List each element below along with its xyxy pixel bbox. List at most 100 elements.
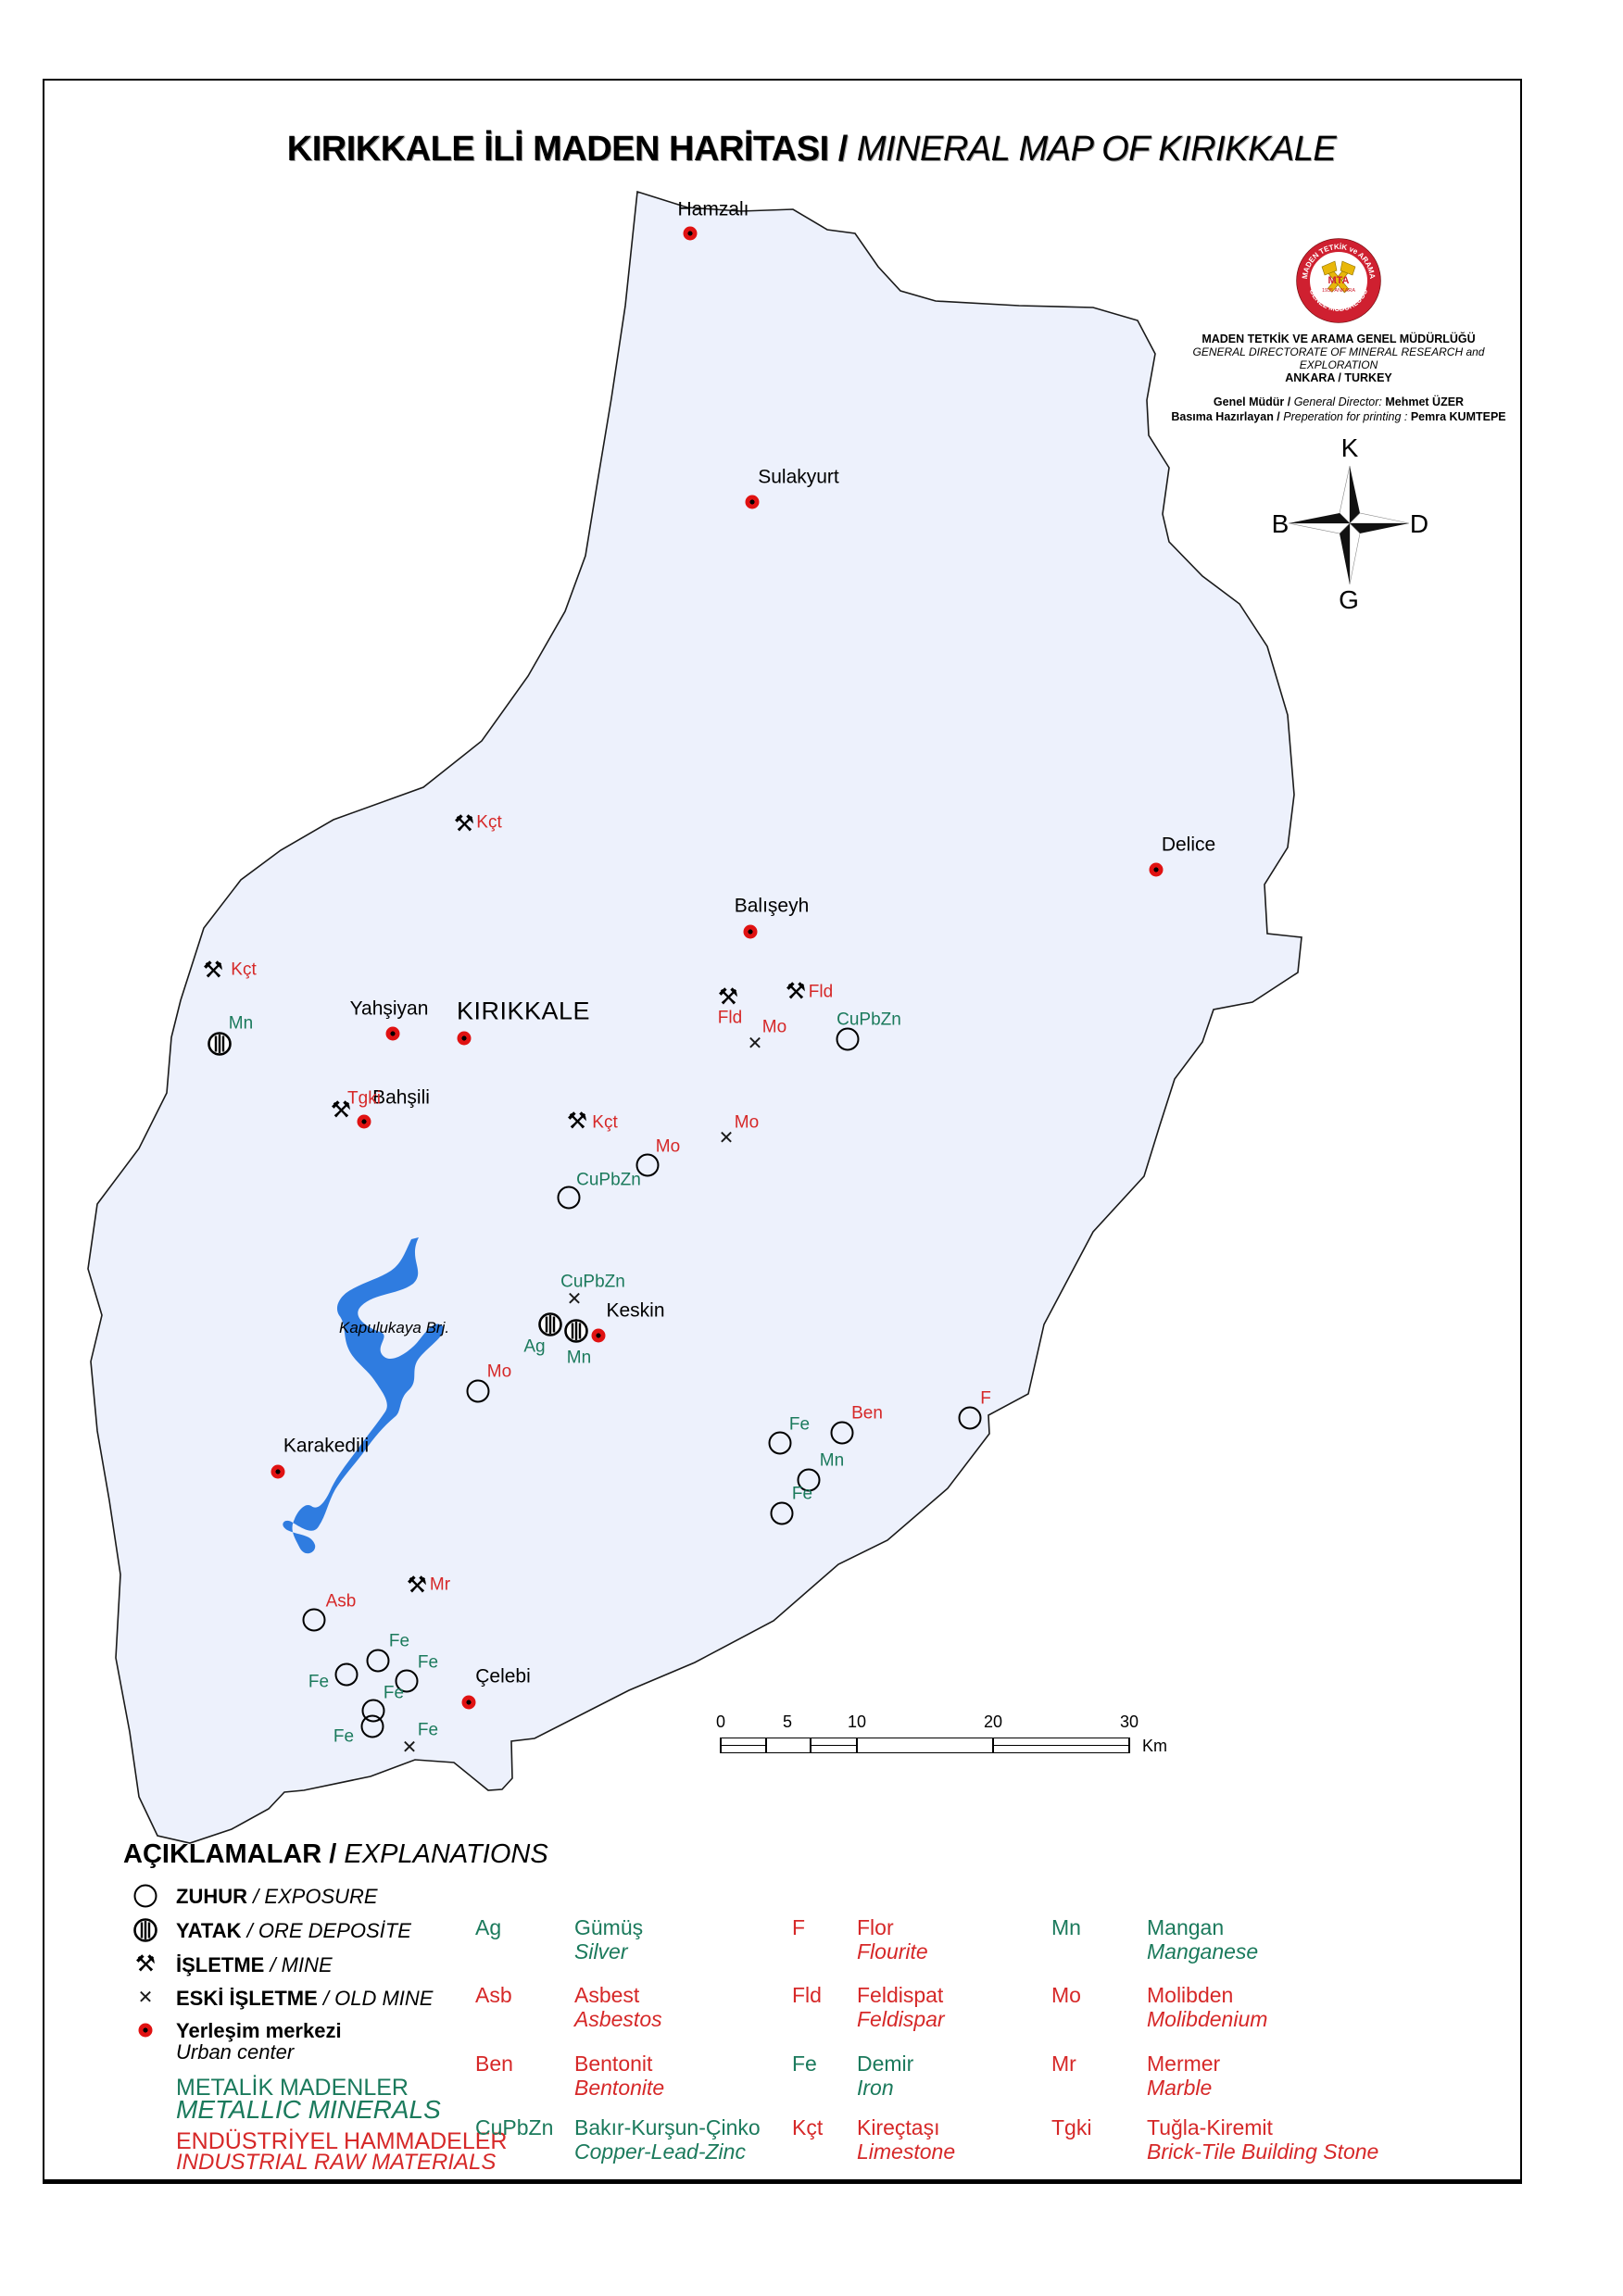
settlement-dot-icon: [591, 1328, 606, 1343]
marker-label: Sulakyurt: [758, 466, 839, 488]
settlement-marker: [683, 226, 698, 241]
mineral-name-tr: Bakır-Kurşun-Çinko: [574, 2115, 761, 2139]
marker-label: Kçt: [476, 812, 502, 833]
compass-north-label: K: [1340, 433, 1359, 462]
settlement-marker: [591, 1328, 606, 1343]
agency-block: MADEN TETKİK ve ARAMA GENEL MÜDÜRLÜĞÜ MT…: [1153, 236, 1524, 423]
reservoir-label: Kapulukaya Brj.: [339, 1319, 450, 1336]
mineral-abbr-Fld: Fld: [792, 1983, 822, 2007]
ore-deposit-icon: [538, 1312, 562, 1336]
scale-bar-number: 0: [715, 1713, 726, 1731]
prepared-by-line: Basıma Hazırlayan / Preperation for prin…: [1171, 410, 1506, 423]
mineral-name-en: Molibdenium: [1147, 2007, 1268, 2031]
exposure-marker: [557, 1186, 581, 1210]
marker-label: Fe: [333, 1726, 355, 1747]
compass-rose: K D G B: [1260, 428, 1445, 618]
mine-marker: ⚒: [202, 957, 224, 984]
mineral-name-en: Manganese: [1147, 1939, 1259, 1964]
scale-bar-tick: [992, 1738, 994, 1753]
ore-deposit-marker: [208, 1032, 233, 1057]
settlement-marker: [270, 1464, 285, 1479]
settlement-dot-icon: [743, 924, 758, 939]
map-frame-border: [43, 79, 1522, 2184]
legend-row-exposure: ZUHUR / EXPOSURE: [176, 1885, 378, 1908]
exposure-circle-icon: [635, 1153, 660, 1177]
mineral-name-tr: Flor: [857, 1915, 894, 1939]
mineral-abbr-Mn: Mn: [1051, 1915, 1081, 1939]
settlement-marker: [457, 1031, 472, 1046]
mineral-abbr-Tgki: Tgki: [1051, 2115, 1092, 2139]
mineral-name-en: Copper-Lead-Zinc: [574, 2139, 746, 2164]
old-mine-marker: ✕: [402, 1738, 418, 1757]
exposure-circle-icon: [768, 1431, 792, 1455]
legend-mine-icon: ⚒: [135, 1952, 156, 1976]
exposure-marker: [395, 1669, 419, 1693]
marker-label: Mo: [761, 1017, 787, 1037]
scale-bar-tick: [856, 1738, 858, 1753]
marker-label: Hamzalı: [677, 198, 749, 220]
marker-label: Keskin: [606, 1299, 665, 1322]
exposure-marker: [635, 1153, 660, 1177]
legend-settlement-icon: [138, 2023, 153, 2038]
compass-east-label: D: [1409, 509, 1429, 538]
marker-label: Kçt: [231, 960, 257, 980]
mineral-name-tr: Mangan: [1147, 1915, 1225, 1939]
agency-name-en: GENERAL DIRECTORATE OF MINERAL RESEARCH …: [1192, 345, 1485, 371]
mineral-name-en: Feldispar: [857, 2007, 945, 2031]
marker-label: Fld: [717, 1008, 743, 1028]
exposure-marker: [836, 1027, 860, 1051]
mineral-name-tr: Bentonit: [574, 2051, 653, 2076]
legend-oldmine-icon: ✕: [138, 1989, 154, 2007]
logo-year-text: 1935 ANKARA: [1322, 288, 1355, 294]
exposure-circle-icon: [770, 1501, 794, 1525]
exposure-marker: [830, 1421, 854, 1445]
settlement-dot-icon: [461, 1695, 476, 1710]
mineral-name-en: Iron: [857, 2076, 894, 2100]
marker-label: Delice: [1161, 834, 1216, 856]
scale-bar-tick: [765, 1738, 767, 1753]
mineral-abbr-CuPbZn: CuPbZn: [475, 2115, 554, 2139]
marker-label: Balışeyh: [734, 895, 810, 917]
mineral-abbr-Kçt: Kçt: [792, 2115, 824, 2139]
settlement-dot-icon: [357, 1114, 371, 1129]
mine-marker: ⚒: [331, 1098, 351, 1123]
marker-label: Fe: [417, 1652, 439, 1673]
mineral-name-en: Brick-Tile Building Stone: [1147, 2139, 1379, 2164]
mine-hammers-icon: ⚒: [717, 984, 739, 1010]
settlement-marker: [357, 1114, 371, 1129]
mineral-abbr-Ben: Ben: [475, 2051, 513, 2076]
ore-deposit-icon: [133, 1918, 157, 1942]
marker-label: Mr: [429, 1575, 451, 1595]
mineral-abbr-F: F: [792, 1915, 806, 1939]
mineral-name-tr: Asbest: [574, 1983, 640, 2007]
legend-row-deposit: YATAK / ORE DEPOSİTE: [176, 1919, 411, 1942]
settlement-dot-icon: [457, 1031, 472, 1046]
mine-hammers-icon: ⚒: [202, 957, 224, 984]
mine-hammers-icon: ⚒: [406, 1572, 428, 1599]
old-mine-cross-icon: ✕: [566, 1289, 583, 1310]
scale-bar-number: 10: [847, 1713, 867, 1731]
marker-label: Tgki: [347, 1088, 381, 1109]
settlement-marker: [385, 1026, 400, 1041]
mine-marker: ⚒: [786, 980, 806, 1004]
general-director-line: Genel Müdür / General Director: Mehmet Ü…: [1213, 395, 1465, 408]
marker-label: F: [980, 1388, 991, 1409]
settlement-marker: [1149, 862, 1164, 877]
settlement-dot-icon: [385, 1026, 400, 1041]
exposure-marker: [466, 1379, 490, 1403]
marker-label: Fe: [388, 1631, 410, 1651]
marker-label: CuPbZn: [560, 1272, 625, 1292]
marker-label: Fe: [383, 1683, 405, 1703]
exposure-marker: [302, 1608, 326, 1632]
settlement-dot-icon: [138, 2023, 153, 2038]
title-turkish: KIRIKKALE İLİ MADEN HARİTASI: [286, 130, 829, 169]
marker-label: KIRIKKALE: [456, 997, 591, 1025]
exposure-circle-icon: [797, 1468, 821, 1492]
marker-label: Mo: [734, 1112, 760, 1133]
legend-urban-center-en: Urban center: [176, 2040, 295, 2064]
marker-label: Mn: [228, 1013, 254, 1034]
scale-bar-midline: [993, 1744, 1129, 1746]
mineral-name-tr: Demir: [857, 2051, 914, 2076]
